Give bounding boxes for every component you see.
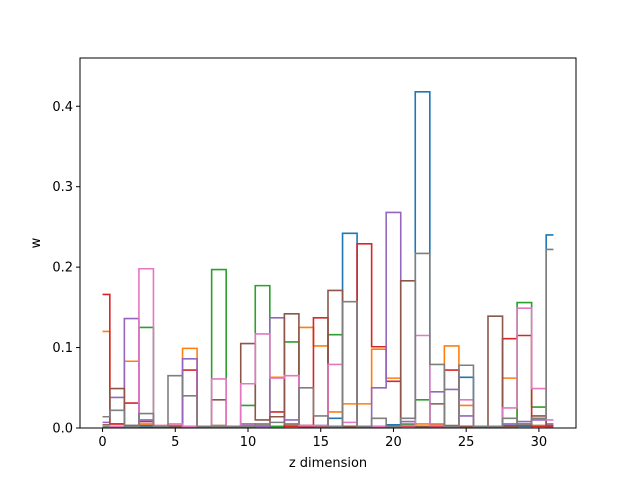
y-axis-label: w (29, 237, 44, 248)
x-tick-label: 10 (240, 435, 257, 450)
x-tick-label: 15 (312, 435, 329, 450)
x-axis-label: z dimension (289, 456, 367, 471)
x-axis: 0 5 10 15 20 25 30 (98, 428, 547, 450)
y-tick-label: 0.3 (52, 180, 73, 195)
y-tick-label: 0.1 (52, 341, 73, 356)
y-tick-label: 0.2 (52, 261, 73, 276)
x-tick-label: 30 (531, 435, 548, 450)
x-tick-label: 5 (171, 435, 179, 450)
plot-area (102, 90, 554, 428)
x-tick-label: 25 (458, 435, 475, 450)
y-axis: 0.0 0.1 0.2 0.3 0.4 (52, 100, 80, 437)
x-tick-label: 0 (98, 435, 106, 450)
x-tick-label: 20 (385, 435, 402, 450)
y-tick-label: 0.0 (52, 422, 73, 437)
series-line-7 (102, 248, 554, 428)
axes-frame (79, 57, 577, 429)
y-tick-label: 0.4 (52, 100, 73, 115)
